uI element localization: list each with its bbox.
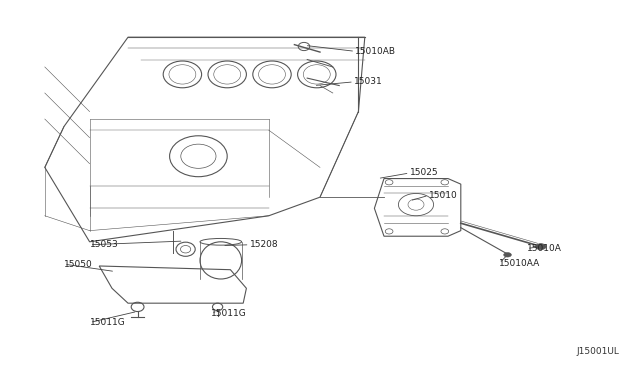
Text: 15010AB: 15010AB (355, 47, 396, 56)
Text: J15001UL: J15001UL (576, 347, 619, 356)
Text: 15011G: 15011G (211, 309, 247, 318)
Text: 15010A: 15010A (527, 244, 561, 253)
Text: 15011G: 15011G (90, 318, 125, 327)
Ellipse shape (504, 253, 511, 257)
Text: 15050: 15050 (64, 260, 93, 269)
Text: 15031: 15031 (354, 77, 383, 86)
Text: 15053: 15053 (90, 240, 118, 249)
Text: 15025: 15025 (410, 169, 438, 177)
Text: 15208: 15208 (250, 240, 278, 249)
Text: 15010AA: 15010AA (499, 259, 540, 268)
Text: 15010: 15010 (429, 191, 458, 200)
Ellipse shape (536, 244, 546, 250)
